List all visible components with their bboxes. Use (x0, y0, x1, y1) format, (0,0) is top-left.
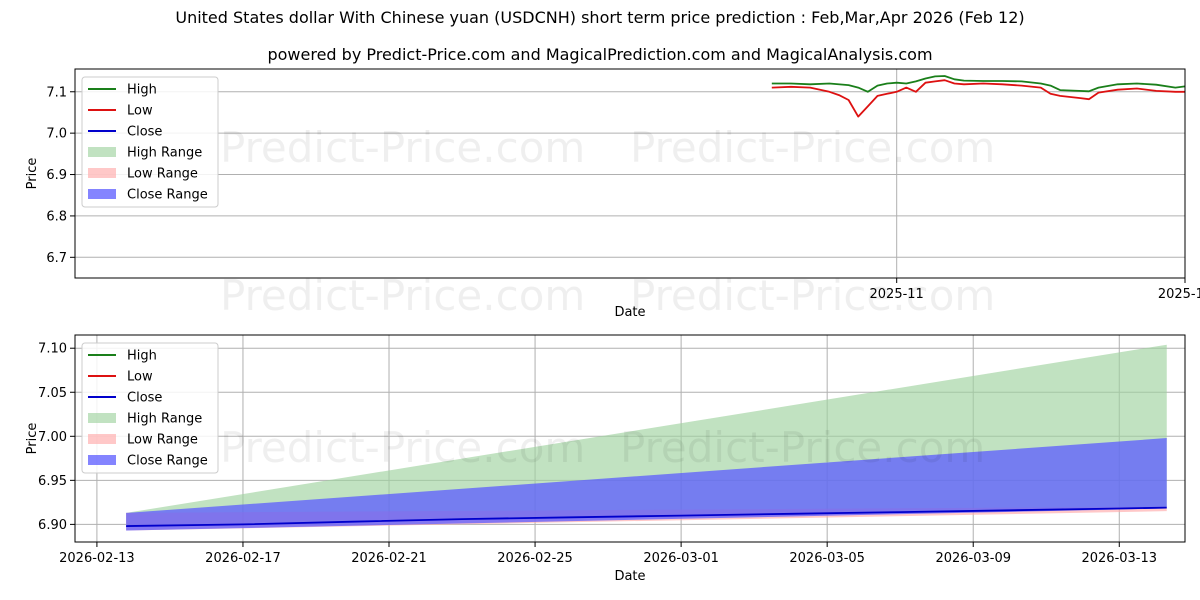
y-tick-label: 6.95 (38, 474, 67, 489)
legend-swatch (88, 434, 116, 444)
chart-subtitle: powered by Predict-Price.com and Magical… (267, 45, 933, 64)
y-tick-label: 7.1 (46, 85, 67, 100)
x-axis-label: Date (614, 305, 645, 320)
legend-label: Low (127, 370, 153, 385)
watermark-text: Predict-Price.com (630, 123, 995, 172)
bottom-chart-panel: Predict-Price.com Predict-Price.com 2026-0… (25, 334, 1186, 584)
legend-label: Close (127, 125, 162, 140)
chart-title: United States dollar With Chinese yuan (… (175, 8, 1025, 27)
close-forecast-line (126, 506, 1167, 527)
y-axis-label: Price (25, 423, 40, 455)
x-tick-label: 2025-11 (870, 287, 924, 302)
legend-swatch (88, 168, 116, 178)
close-range-band (126, 438, 1167, 531)
legend-swatch (88, 147, 116, 157)
x-tick-label: 2026-03-13 (1081, 551, 1157, 566)
watermark-text: Predict-Price.com (220, 423, 585, 472)
y-tick-label: 6.90 (38, 518, 67, 533)
legend-label: High Range (127, 412, 202, 427)
x-tick-label: 2026-02-21 (351, 551, 427, 566)
legend-label: Close Range (127, 188, 208, 203)
x-axis-label: Date (614, 569, 645, 584)
y-tick-label: 6.7 (46, 251, 67, 266)
x-tick-label: 2026-03-09 (935, 551, 1011, 566)
legend-label: Low Range (127, 433, 198, 448)
legend-label: High (127, 349, 157, 364)
legend-label: Low Range (127, 167, 198, 182)
legend: High Low Close High Range Low Range Close Ran… (81, 342, 219, 474)
y-tick-label: 7.0 (46, 127, 67, 142)
y-tick-label: 7.05 (38, 386, 67, 401)
legend-swatch (88, 455, 116, 465)
watermark-text: Predict-Price.com (630, 271, 995, 320)
plot-area (771, 75, 1185, 118)
plot-area (126, 344, 1167, 531)
legend-swatch (88, 189, 116, 199)
watermark-text: Predict-Price.com (220, 271, 585, 320)
y-tick-label: 6.8 (46, 209, 67, 224)
axes-frame (74, 68, 1186, 279)
y-tick-label: 6.9 (46, 168, 67, 183)
legend: High Low Close High Range Low Range Close Ran… (81, 76, 219, 208)
x-tick-label: 2026-02-17 (205, 551, 281, 566)
y-axis-label: Price (25, 158, 40, 190)
x-tick-label: 2025-12 (1158, 287, 1200, 302)
watermark-text: Predict-Price.com (220, 123, 585, 172)
high-series-line (771, 75, 1185, 93)
legend-label: High (127, 83, 157, 98)
legend-label: Close (127, 391, 162, 406)
top-chart-panel: Predict-Price.com Predict-Price.com Predic… (25, 68, 1200, 320)
x-tick-label: 2026-03-05 (789, 551, 865, 566)
x-tick-label: 2026-03-01 (643, 551, 719, 566)
y-tick-label: 7.10 (38, 342, 67, 357)
legend-swatch (88, 413, 116, 423)
x-tick-label: 2026-02-13 (59, 551, 135, 566)
low-series-line (771, 79, 1185, 118)
axes-frame (74, 334, 1186, 543)
y-tick-label: 7.00 (38, 430, 67, 445)
x-tick-label: 2026-02-25 (497, 551, 573, 566)
legend-label: Low (127, 104, 153, 119)
watermark-text: Predict-Price.com (620, 423, 985, 472)
legend-label: High Range (127, 146, 202, 161)
legend-label: Close Range (127, 454, 208, 469)
